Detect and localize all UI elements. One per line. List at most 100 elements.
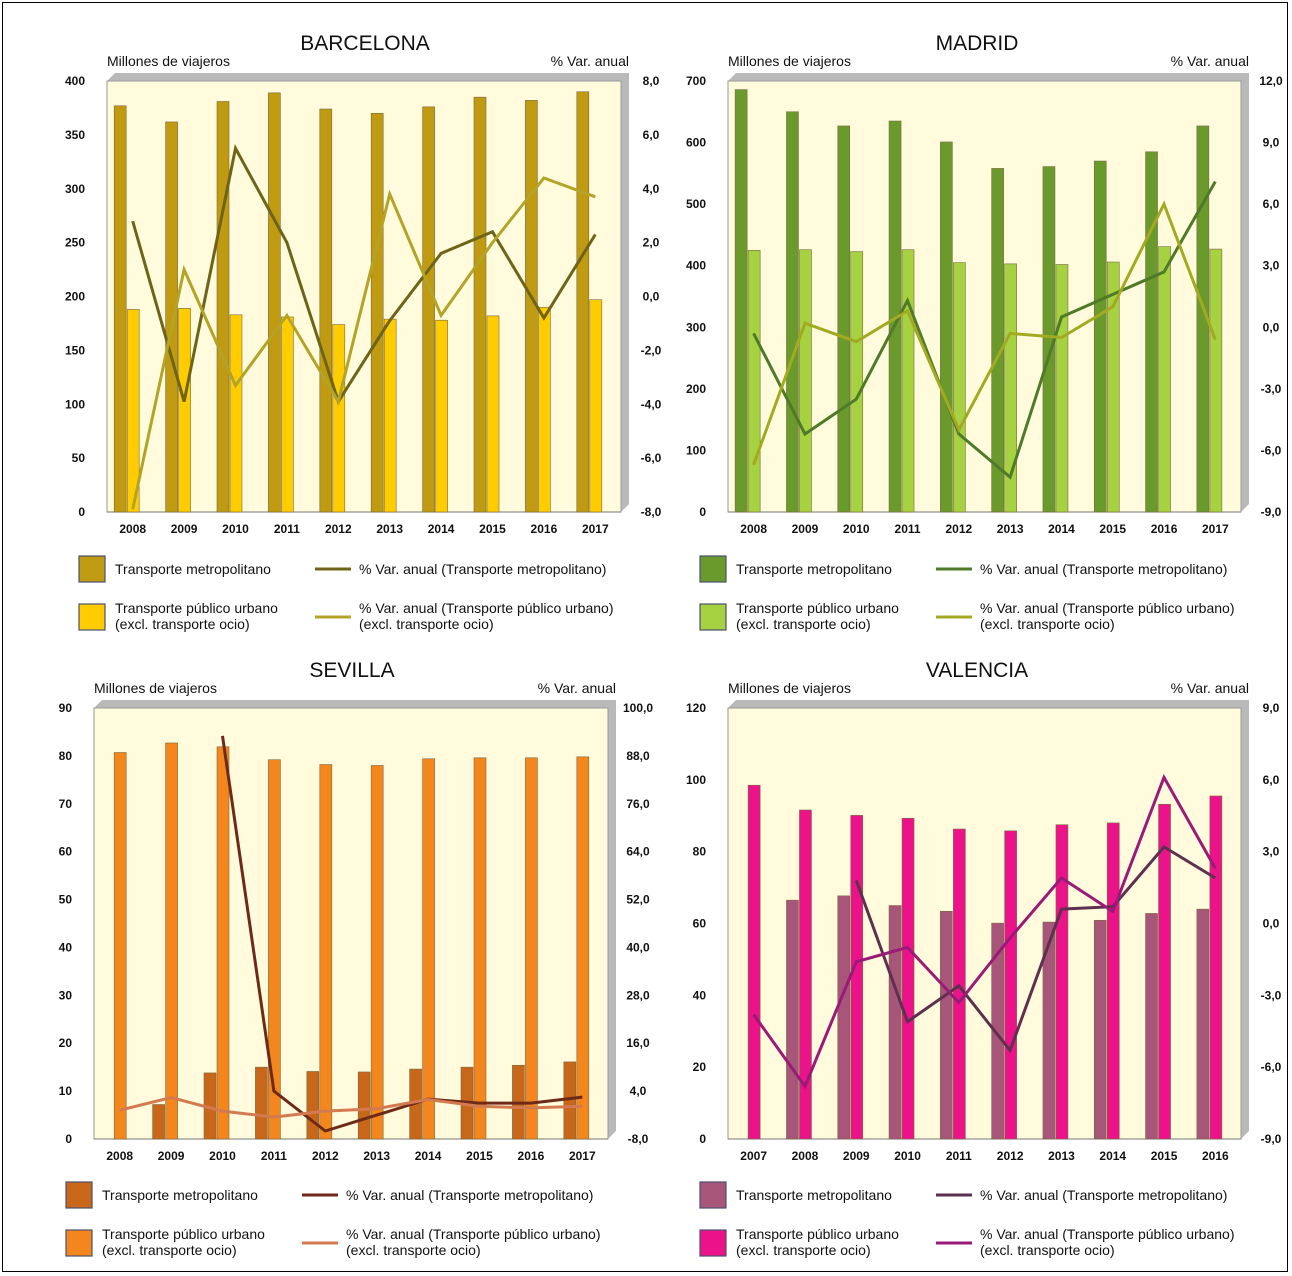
bar bbox=[1093, 919, 1107, 1140]
y-tick-label: 300 bbox=[686, 320, 706, 334]
bar bbox=[837, 895, 851, 1140]
bar bbox=[255, 1066, 268, 1140]
y2-tick-label: 0,0 bbox=[643, 290, 660, 304]
bar bbox=[1209, 248, 1223, 513]
y2-axis-label: % Var. anual bbox=[538, 680, 616, 696]
x-tick-label: 2016 bbox=[1151, 522, 1178, 536]
line-series bbox=[752, 200, 1217, 466]
bar bbox=[165, 742, 178, 1140]
y-tick-label: 350 bbox=[65, 128, 85, 142]
y2-tick-label: 64,0 bbox=[626, 845, 650, 859]
y2-tick-label: 6,0 bbox=[643, 128, 660, 142]
x-tick-label: 2015 bbox=[479, 522, 506, 536]
y2-tick-label: 3,0 bbox=[1263, 845, 1280, 859]
bar-series-transporte-p-blico-urbano bbox=[126, 299, 603, 513]
bar bbox=[370, 113, 384, 513]
x-tick-label: 2017 bbox=[569, 1149, 596, 1163]
legend-swatch bbox=[78, 555, 106, 583]
y-axis-label: Millones de viajeros bbox=[107, 53, 230, 69]
legend-label: Transporte metropolitano bbox=[102, 1187, 258, 1203]
x-tick-label: 2010 bbox=[209, 1149, 236, 1163]
x-tick-label: 2008 bbox=[119, 522, 146, 536]
legend: Transporte metropolitano Transporte públi… bbox=[78, 555, 613, 632]
legend-label: Transporte público urbano bbox=[736, 1226, 899, 1242]
bar bbox=[1042, 921, 1056, 1140]
bar bbox=[940, 141, 953, 513]
bar-series-transporte-metropolitano bbox=[734, 89, 1210, 513]
y2-tick-label: 2,0 bbox=[643, 236, 660, 250]
legend-swatch bbox=[699, 603, 727, 631]
x-tick-label: 2007 bbox=[740, 1149, 767, 1163]
bar bbox=[1158, 246, 1171, 513]
bar bbox=[901, 817, 915, 1140]
legend-label: (excl. transporte ocio) bbox=[980, 616, 1115, 632]
y2-tick-label: 76,0 bbox=[626, 797, 650, 811]
y2-tick-label: -2,0 bbox=[641, 343, 662, 357]
bar bbox=[576, 91, 590, 513]
y-tick-label: 20 bbox=[693, 1060, 707, 1074]
x-tick-label: 2016 bbox=[518, 1149, 545, 1163]
x-tick-label: 2016 bbox=[1202, 1149, 1229, 1163]
y-tick-label: 100 bbox=[65, 397, 85, 411]
line-series bbox=[854, 844, 1217, 1054]
legend-label: % Var. anual (Transporte metropolitano) bbox=[980, 561, 1227, 577]
legend-swatch bbox=[699, 1229, 727, 1257]
y-tick-label: 0 bbox=[699, 1132, 706, 1146]
y2-tick-label: 100,0 bbox=[623, 701, 653, 715]
legend-label: % Var. anual (Transporte metropolitano) bbox=[346, 1187, 593, 1203]
x-tick-label: 2012 bbox=[312, 1149, 339, 1163]
bar bbox=[165, 121, 178, 513]
bar bbox=[850, 815, 864, 1140]
y2-tick-label: -4,0 bbox=[641, 397, 662, 411]
y-tick-label: 50 bbox=[59, 893, 73, 907]
bar bbox=[473, 96, 487, 513]
bar bbox=[747, 784, 761, 1140]
legend-swatch bbox=[699, 1181, 727, 1209]
y2-tick-label: 0,0 bbox=[1263, 320, 1280, 334]
legend-swatch bbox=[78, 603, 106, 631]
bar bbox=[422, 758, 435, 1140]
y-tick-label: 0 bbox=[65, 1132, 72, 1146]
bar bbox=[1158, 803, 1171, 1140]
bar bbox=[1209, 795, 1223, 1140]
y-tick-label: 80 bbox=[59, 749, 73, 763]
x-tick-label: 2012 bbox=[945, 522, 972, 536]
y-tick-label: 500 bbox=[686, 197, 706, 211]
y2-tick-label: 16,0 bbox=[626, 1036, 650, 1050]
bar bbox=[953, 262, 966, 513]
y2-tick-label: 9,0 bbox=[1263, 136, 1280, 150]
y-tick-label: 400 bbox=[65, 74, 85, 88]
y2-tick-label: -3,0 bbox=[1261, 382, 1282, 396]
y2-axis-label: % Var. anual bbox=[1171, 680, 1249, 696]
y2-tick-label: 4,0 bbox=[643, 182, 660, 196]
series-line bbox=[119, 1095, 583, 1119]
x-tick-label: 2012 bbox=[325, 522, 352, 536]
legend-label: Transporte público urbano bbox=[115, 600, 278, 616]
line-series bbox=[131, 176, 596, 510]
legend-label: Transporte público urbano bbox=[736, 600, 899, 616]
legend-label: % Var. anual (Transporte metropolitano) bbox=[359, 561, 606, 577]
bar bbox=[486, 315, 500, 513]
bar bbox=[1093, 160, 1107, 513]
y-tick-label: 50 bbox=[72, 451, 86, 465]
legend: Transporte metropolitano Transporte públi… bbox=[699, 555, 1234, 632]
bar-series-transporte-p-blico-urbano bbox=[747, 246, 1223, 513]
bar bbox=[1004, 830, 1017, 1140]
chart-title: VALENCIA bbox=[926, 659, 1028, 682]
y-tick-label: 60 bbox=[59, 845, 73, 859]
y-tick-label: 100 bbox=[686, 443, 706, 457]
legend: Transporte metropolitano Transporte públi… bbox=[65, 1181, 600, 1258]
bar bbox=[837, 125, 851, 513]
x-tick-label: 2009 bbox=[171, 522, 198, 536]
y-tick-label: 0 bbox=[699, 505, 706, 519]
legend-label: % Var. anual (Transporte público urbano) bbox=[980, 1226, 1234, 1242]
line-series bbox=[752, 180, 1217, 480]
y-tick-label: 40 bbox=[693, 988, 707, 1002]
bar bbox=[1106, 261, 1120, 513]
y-tick-label: 80 bbox=[693, 845, 707, 859]
series-line bbox=[131, 143, 597, 406]
y2-tick-label: -9,0 bbox=[1261, 505, 1282, 519]
y2-tick-label: 3,0 bbox=[1263, 259, 1280, 273]
